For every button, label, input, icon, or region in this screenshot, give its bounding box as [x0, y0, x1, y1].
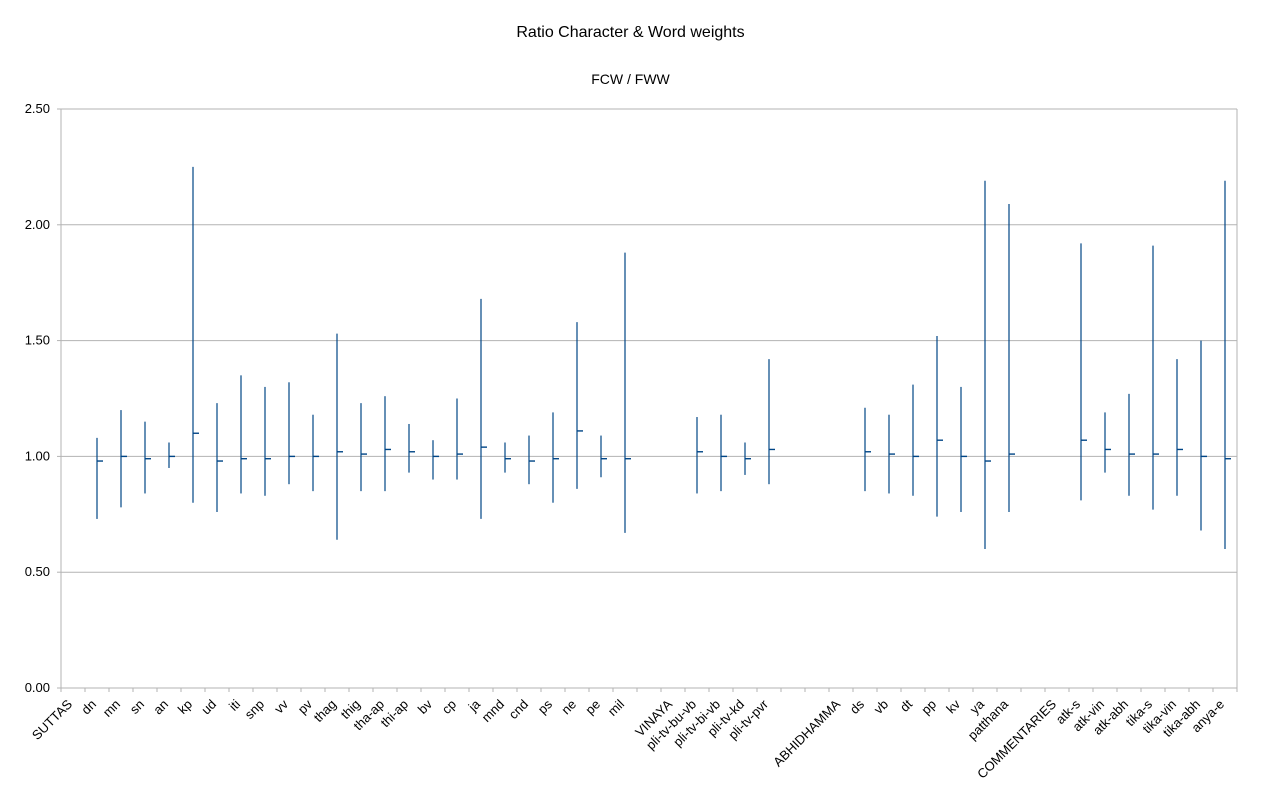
x-tick-label: dn: [78, 697, 99, 718]
x-tick-label: vv: [271, 696, 291, 716]
y-tick-label: 1.00: [25, 448, 50, 463]
x-tick-label: bv: [415, 696, 436, 717]
y-tick-label: 0.50: [25, 564, 50, 579]
x-tick-label: ne: [558, 697, 579, 718]
x-tick-label: thag: [311, 697, 340, 726]
y-tick-label: 0.00: [25, 680, 50, 695]
x-tick-label: mn: [100, 697, 123, 720]
x-tick-label: vb: [871, 697, 891, 717]
chart-title: Ratio Character & Word weights: [516, 24, 745, 41]
x-tick-label: cp: [439, 697, 459, 717]
y-tick-label: 2.50: [25, 101, 50, 116]
x-tick-label: pe: [582, 697, 603, 718]
y-tick-label: 1.50: [25, 333, 50, 348]
x-tick-label: snp: [242, 697, 267, 722]
x-tick-label: kp: [175, 697, 195, 717]
x-tick-label: pp: [918, 697, 939, 718]
x-tick-label: thi-ap: [378, 697, 412, 731]
x-tick-label: SUTTAS: [29, 696, 75, 742]
x-tick-label: ps: [535, 696, 556, 717]
x-tick-label: cnd: [506, 697, 531, 722]
x-tick-label: sn: [127, 697, 147, 717]
x-tick-label: kv: [943, 696, 963, 716]
x-tick-label: mnd: [479, 697, 507, 725]
x-tick-label: an: [150, 697, 171, 718]
x-tick-label: ud: [198, 697, 219, 718]
x-tick-label: dt: [897, 696, 916, 715]
x-tick-label: ABHIDHAMMA: [770, 696, 843, 769]
x-tick-label: ds: [847, 696, 868, 717]
x-tick-label: mil: [605, 696, 627, 718]
y-tick-label: 2.00: [25, 217, 50, 232]
chart-subtitle: FCW / FWW: [591, 71, 670, 87]
